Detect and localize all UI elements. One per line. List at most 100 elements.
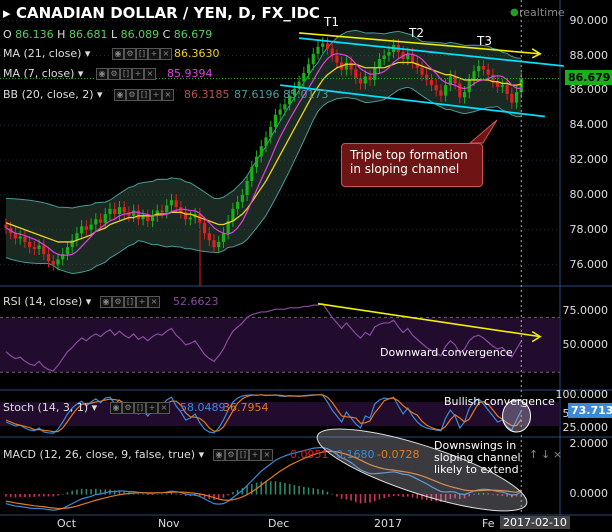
ma7-label[interactable]: MA (7, close) bbox=[3, 67, 75, 80]
macd-legend[interactable]: MACD (12, 26, close, 9, false, true) ▾ bbox=[3, 448, 204, 461]
current-date-label: 2017-02-10 bbox=[500, 516, 570, 529]
time-axis-tick: 2017 bbox=[374, 517, 402, 530]
brackets-icon[interactable]: [] bbox=[136, 48, 148, 60]
add-icon[interactable]: + bbox=[148, 48, 160, 60]
last-price-tag: 86.679 bbox=[565, 70, 612, 85]
ma21-label[interactable]: MA (21, close) bbox=[3, 47, 82, 60]
candle-body bbox=[458, 83, 462, 98]
rsi-label[interactable]: RSI (14, close) bbox=[3, 295, 83, 308]
candle-body bbox=[231, 208, 235, 222]
close-icon[interactable]: × bbox=[261, 449, 273, 461]
candle-body bbox=[46, 254, 51, 262]
brackets-icon[interactable]: [] bbox=[138, 89, 150, 101]
candle-body bbox=[236, 201, 240, 209]
symbol-title[interactable]: CANADIAN DOLLAR / YEN, D, FX_IDC bbox=[16, 4, 320, 22]
macd-signal-value: -0.0728 bbox=[377, 448, 420, 461]
settings-icon[interactable]: ⚙ bbox=[112, 296, 124, 308]
candle-body bbox=[212, 240, 216, 248]
brackets-icon[interactable]: [] bbox=[120, 68, 132, 80]
bb-label[interactable]: BB (20, close, 2) bbox=[3, 88, 94, 101]
candle-body bbox=[254, 156, 259, 168]
macd-note-line-1: Downswings in bbox=[434, 439, 517, 452]
close-icon[interactable]: × bbox=[144, 68, 156, 80]
close-icon[interactable]: × bbox=[160, 48, 172, 60]
candle-body bbox=[165, 205, 169, 213]
candle-body bbox=[434, 85, 438, 91]
stoch-legend[interactable]: Stoch (14, 3, 1) ▾ bbox=[3, 401, 97, 414]
settings-icon[interactable]: ⚙ bbox=[225, 449, 237, 461]
add-icon[interactable]: + bbox=[146, 402, 158, 414]
candle-body bbox=[42, 245, 46, 255]
arrow-down-icon[interactable]: ↓ bbox=[541, 448, 551, 461]
chevron-down-icon[interactable]: ▾ bbox=[91, 401, 98, 414]
macd-line-value: 0.1680 bbox=[336, 448, 375, 461]
candle-body bbox=[302, 72, 306, 82]
rsi-note: Downward convergence bbox=[380, 346, 513, 359]
stoch-note: Bullish convergence bbox=[444, 395, 555, 408]
candle-body bbox=[406, 53, 410, 60]
settings-icon[interactable]: ⚙ bbox=[108, 68, 120, 80]
candle-body bbox=[382, 55, 386, 60]
chevron-down-icon[interactable]: ▾ bbox=[97, 88, 103, 101]
arrow-up-icon[interactable]: ↑ bbox=[529, 448, 539, 461]
candle-body bbox=[259, 146, 263, 157]
candle-body bbox=[354, 69, 358, 79]
brackets-icon[interactable]: [] bbox=[237, 449, 249, 461]
candle-body bbox=[174, 200, 178, 208]
candle-body bbox=[486, 69, 490, 75]
top-2-label: T2 bbox=[409, 26, 424, 40]
eye-icon[interactable]: ◉ bbox=[110, 402, 122, 414]
stoch-label[interactable]: Stoch (14, 3, 1) bbox=[3, 401, 89, 414]
price-axis-tick: 90.000 bbox=[569, 13, 609, 27]
candle-body bbox=[13, 233, 18, 239]
candle-body bbox=[136, 210, 140, 220]
candle-body bbox=[477, 66, 481, 72]
candle-body bbox=[325, 43, 330, 49]
eye-icon[interactable]: ◉ bbox=[114, 89, 126, 101]
ma7-legend[interactable]: MA (7, close) ▾ bbox=[3, 67, 83, 80]
macd-hist-value: 0.0951 bbox=[290, 448, 329, 461]
eye-icon[interactable]: ◉ bbox=[112, 48, 124, 60]
add-icon[interactable]: + bbox=[132, 68, 144, 80]
close-value: 86.679 bbox=[173, 28, 213, 41]
candle-body bbox=[283, 104, 287, 110]
brackets-icon[interactable]: [] bbox=[124, 296, 136, 308]
candle-body bbox=[207, 233, 211, 241]
price-axis-tick: 88.000 bbox=[569, 48, 609, 62]
settings-icon[interactable]: ⚙ bbox=[122, 402, 134, 414]
close-icon[interactable]: × bbox=[553, 448, 563, 461]
low-value: 86.089 bbox=[120, 28, 160, 41]
settings-icon[interactable]: ⚙ bbox=[126, 89, 138, 101]
brackets-icon[interactable]: [] bbox=[134, 402, 146, 414]
chevron-down-icon[interactable]: ▾ bbox=[85, 295, 92, 308]
candle-body bbox=[202, 222, 207, 234]
time-axis-tick: Dec bbox=[268, 517, 290, 530]
eye-icon[interactable]: ◉ bbox=[96, 68, 108, 80]
top-1-label: T1 bbox=[324, 15, 339, 29]
candle-body bbox=[358, 78, 363, 84]
chevron-down-icon[interactable]: ▾ bbox=[84, 47, 91, 60]
callout-pointer bbox=[468, 119, 498, 144]
close-icon[interactable]: × bbox=[148, 296, 160, 308]
close-icon[interactable]: × bbox=[158, 402, 170, 414]
add-icon[interactable]: + bbox=[249, 449, 261, 461]
candle-body bbox=[444, 85, 448, 96]
collapse-arrow-icon[interactable]: ▸ bbox=[3, 4, 11, 22]
rsi-legend[interactable]: RSI (14, close) ▾ bbox=[3, 295, 91, 308]
ma21-legend[interactable]: MA (21, close) ▾ bbox=[3, 47, 90, 60]
settings-icon[interactable]: ⚙ bbox=[124, 48, 136, 60]
candle-body bbox=[306, 64, 311, 73]
candle-body bbox=[429, 79, 434, 86]
bb-legend[interactable]: BB (20, close, 2) ▾ bbox=[3, 88, 103, 101]
macd-pane bbox=[5, 428, 528, 512]
eye-icon[interactable]: ◉ bbox=[213, 449, 225, 461]
chevron-down-icon[interactable]: ▾ bbox=[77, 67, 84, 80]
close-icon[interactable]: × bbox=[162, 89, 174, 101]
add-icon[interactable]: + bbox=[150, 89, 162, 101]
add-icon[interactable]: + bbox=[136, 296, 148, 308]
chevron-down-icon[interactable]: ▾ bbox=[198, 448, 205, 461]
stoch-d-line bbox=[5, 394, 522, 433]
macd-label[interactable]: MACD (12, 26, close, 9, false, true) bbox=[3, 448, 196, 461]
high-value: 86.681 bbox=[68, 28, 108, 41]
eye-icon[interactable]: ◉ bbox=[100, 296, 112, 308]
